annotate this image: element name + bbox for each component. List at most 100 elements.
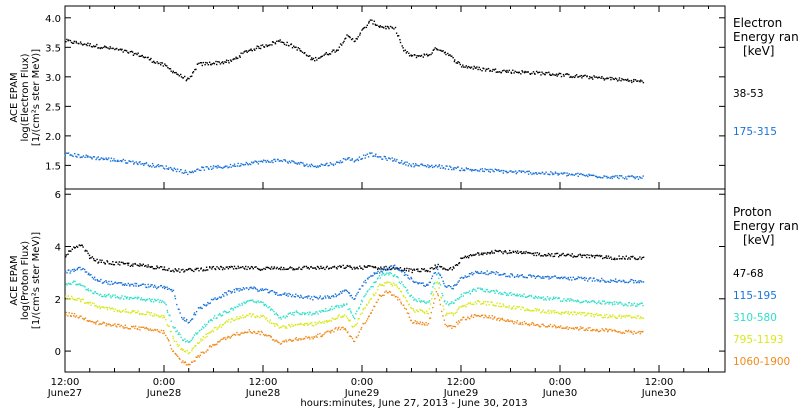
- data-point: [351, 159, 353, 161]
- data-point: [204, 304, 206, 306]
- data-point: [457, 323, 459, 325]
- data-point: [491, 250, 493, 252]
- data-point: [175, 170, 178, 173]
- data-point: [88, 44, 91, 47]
- data-point: [305, 335, 307, 338]
- data-point: [212, 167, 214, 169]
- data-point: [572, 256, 574, 258]
- data-point: [163, 268, 165, 271]
- data-point: [486, 270, 488, 272]
- data-point: [530, 276, 533, 278]
- data-point: [103, 281, 106, 283]
- data-point: [482, 272, 484, 274]
- data-point: [585, 256, 588, 259]
- data-point: [605, 313, 608, 316]
- data-point: [129, 265, 132, 267]
- data-point: [101, 322, 104, 325]
- data-point: [122, 158, 124, 161]
- data-point: [598, 300, 600, 302]
- data-point: [389, 158, 391, 160]
- data-point: [399, 41, 402, 44]
- data-point: [267, 291, 269, 294]
- data-point: [551, 172, 553, 174]
- data-point: [325, 320, 328, 322]
- data-point: [214, 165, 216, 168]
- data-point: [125, 308, 127, 311]
- data-point: [459, 169, 462, 172]
- data-point: [383, 268, 386, 270]
- data-point: [375, 153, 377, 155]
- data-point: [428, 281, 431, 284]
- data-point: [573, 311, 575, 313]
- data-point: [521, 294, 523, 297]
- data-point: [363, 281, 365, 283]
- data-point: [417, 322, 419, 324]
- data-point: [244, 50, 246, 52]
- data-point: [143, 162, 145, 165]
- data-point: [534, 307, 537, 310]
- data-point: [240, 332, 242, 334]
- data-point: [640, 316, 642, 318]
- data-point: [250, 163, 252, 166]
- data-point: [447, 52, 449, 55]
- data-point: [388, 290, 391, 293]
- data-point: [539, 71, 541, 73]
- data-point: [547, 310, 549, 313]
- data-point: [432, 286, 434, 288]
- data-point: [244, 302, 246, 305]
- data-point: [602, 77, 604, 80]
- data-point: [257, 330, 259, 333]
- data-point: [99, 280, 101, 282]
- data-point: [73, 40, 75, 43]
- data-point: [501, 70, 504, 72]
- data-point: [201, 166, 203, 169]
- data-point: [469, 318, 471, 320]
- data-point: [178, 332, 180, 334]
- data-point: [165, 319, 167, 321]
- data-point: [70, 154, 72, 156]
- data-point: [439, 274, 441, 277]
- data-point: [389, 272, 391, 274]
- data-point: [327, 330, 329, 332]
- data-point: [470, 168, 472, 171]
- data-point: [354, 298, 356, 300]
- data-point: [183, 271, 185, 273]
- data-point: [611, 76, 613, 79]
- data-point: [156, 266, 159, 269]
- data-point: [322, 297, 325, 299]
- data-point: [408, 52, 410, 54]
- data-point: [293, 311, 296, 314]
- data-point: [228, 266, 230, 268]
- data-point: [426, 283, 428, 286]
- data-point: [408, 270, 410, 272]
- data-point: [591, 76, 593, 79]
- data-point: [151, 315, 154, 317]
- data-point: [553, 311, 556, 314]
- data-point: [543, 173, 545, 175]
- data-point: [410, 268, 412, 270]
- data-point: [516, 305, 518, 308]
- data-point: [434, 272, 436, 274]
- data-point: [478, 300, 481, 303]
- data-point: [235, 287, 237, 290]
- data-point: [235, 267, 237, 270]
- data-point: [475, 315, 478, 317]
- data-point: [333, 318, 335, 320]
- data-point: [446, 286, 448, 288]
- data-point: [560, 172, 563, 174]
- data-point: [423, 268, 426, 270]
- data-point: [114, 282, 116, 284]
- data-point: [309, 322, 312, 325]
- data-point: [194, 345, 196, 348]
- data-point: [519, 323, 522, 325]
- data-point: [133, 310, 136, 312]
- data-point: [217, 61, 219, 63]
- data-point: [227, 335, 229, 338]
- data-point: [456, 62, 459, 64]
- data-point: [403, 274, 406, 276]
- data-point: [332, 266, 334, 268]
- data-point: [111, 283, 114, 285]
- data-point: [514, 170, 517, 172]
- data-point: [562, 311, 564, 314]
- data-point: [542, 309, 544, 311]
